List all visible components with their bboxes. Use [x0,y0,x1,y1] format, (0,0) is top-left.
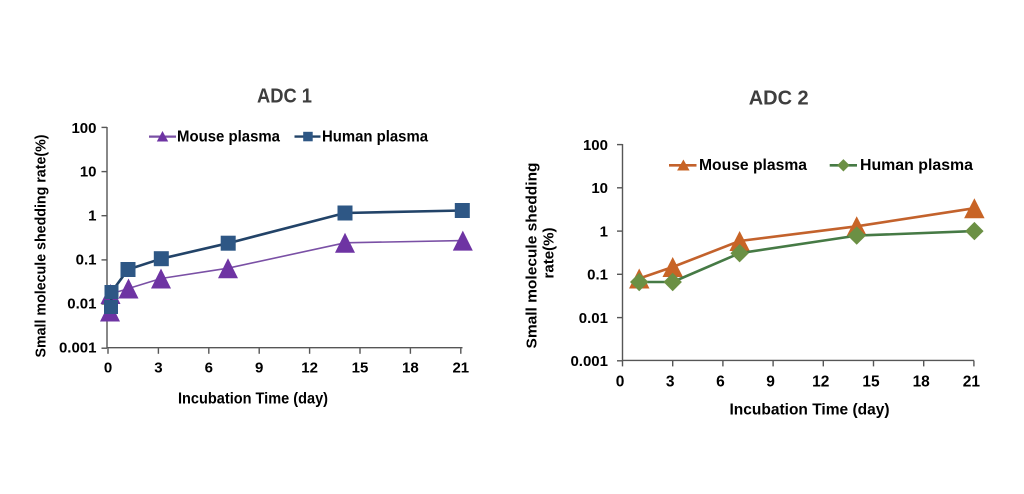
svg-text:15: 15 [352,360,369,377]
svg-text:Human plasma: Human plasma [860,157,973,174]
svg-text:0: 0 [616,374,625,391]
svg-text:10: 10 [591,180,608,197]
svg-text:100: 100 [583,137,608,154]
svg-text:rate(%): rate(%) [540,228,557,279]
svg-text:0.1: 0.1 [76,251,97,268]
svg-text:12: 12 [301,360,318,377]
svg-text:Small molecule shedding: Small molecule shedding [524,163,541,349]
svg-text:3: 3 [666,374,675,391]
svg-text:12: 12 [812,374,829,391]
svg-text:6: 6 [205,360,213,377]
svg-text:Human plasma: Human plasma [322,128,428,145]
svg-text:Incubation Time (day): Incubation Time (day) [178,391,328,408]
svg-text:18: 18 [913,374,931,391]
svg-text:0: 0 [104,360,112,377]
svg-text:Mouse plasma: Mouse plasma [177,128,280,145]
svg-text:18: 18 [402,360,419,377]
svg-text:ADC 1: ADC 1 [257,86,312,108]
svg-text:6: 6 [716,374,725,391]
svg-text:ADC 2: ADC 2 [749,88,809,110]
svg-text:Incubation Time (day): Incubation Time (day) [730,402,890,419]
svg-text:0.01: 0.01 [67,295,96,312]
svg-text:21: 21 [963,374,981,391]
svg-text:0.01: 0.01 [579,310,608,327]
svg-text:0.001: 0.001 [59,339,97,356]
svg-text:9: 9 [766,374,775,391]
svg-text:1: 1 [88,208,96,225]
svg-text:0.1: 0.1 [587,267,608,284]
svg-text:Small molecule shedding rate(%: Small molecule shedding rate(%) [34,134,50,357]
svg-text:0.001: 0.001 [570,353,608,370]
svg-text:9: 9 [255,360,263,377]
svg-text:10: 10 [80,164,97,181]
svg-text:Mouse plasma: Mouse plasma [699,157,807,174]
svg-text:15: 15 [862,374,880,391]
svg-text:21: 21 [452,360,469,377]
svg-text:3: 3 [154,360,162,377]
svg-text:1: 1 [600,223,608,240]
svg-text:100: 100 [71,120,96,137]
